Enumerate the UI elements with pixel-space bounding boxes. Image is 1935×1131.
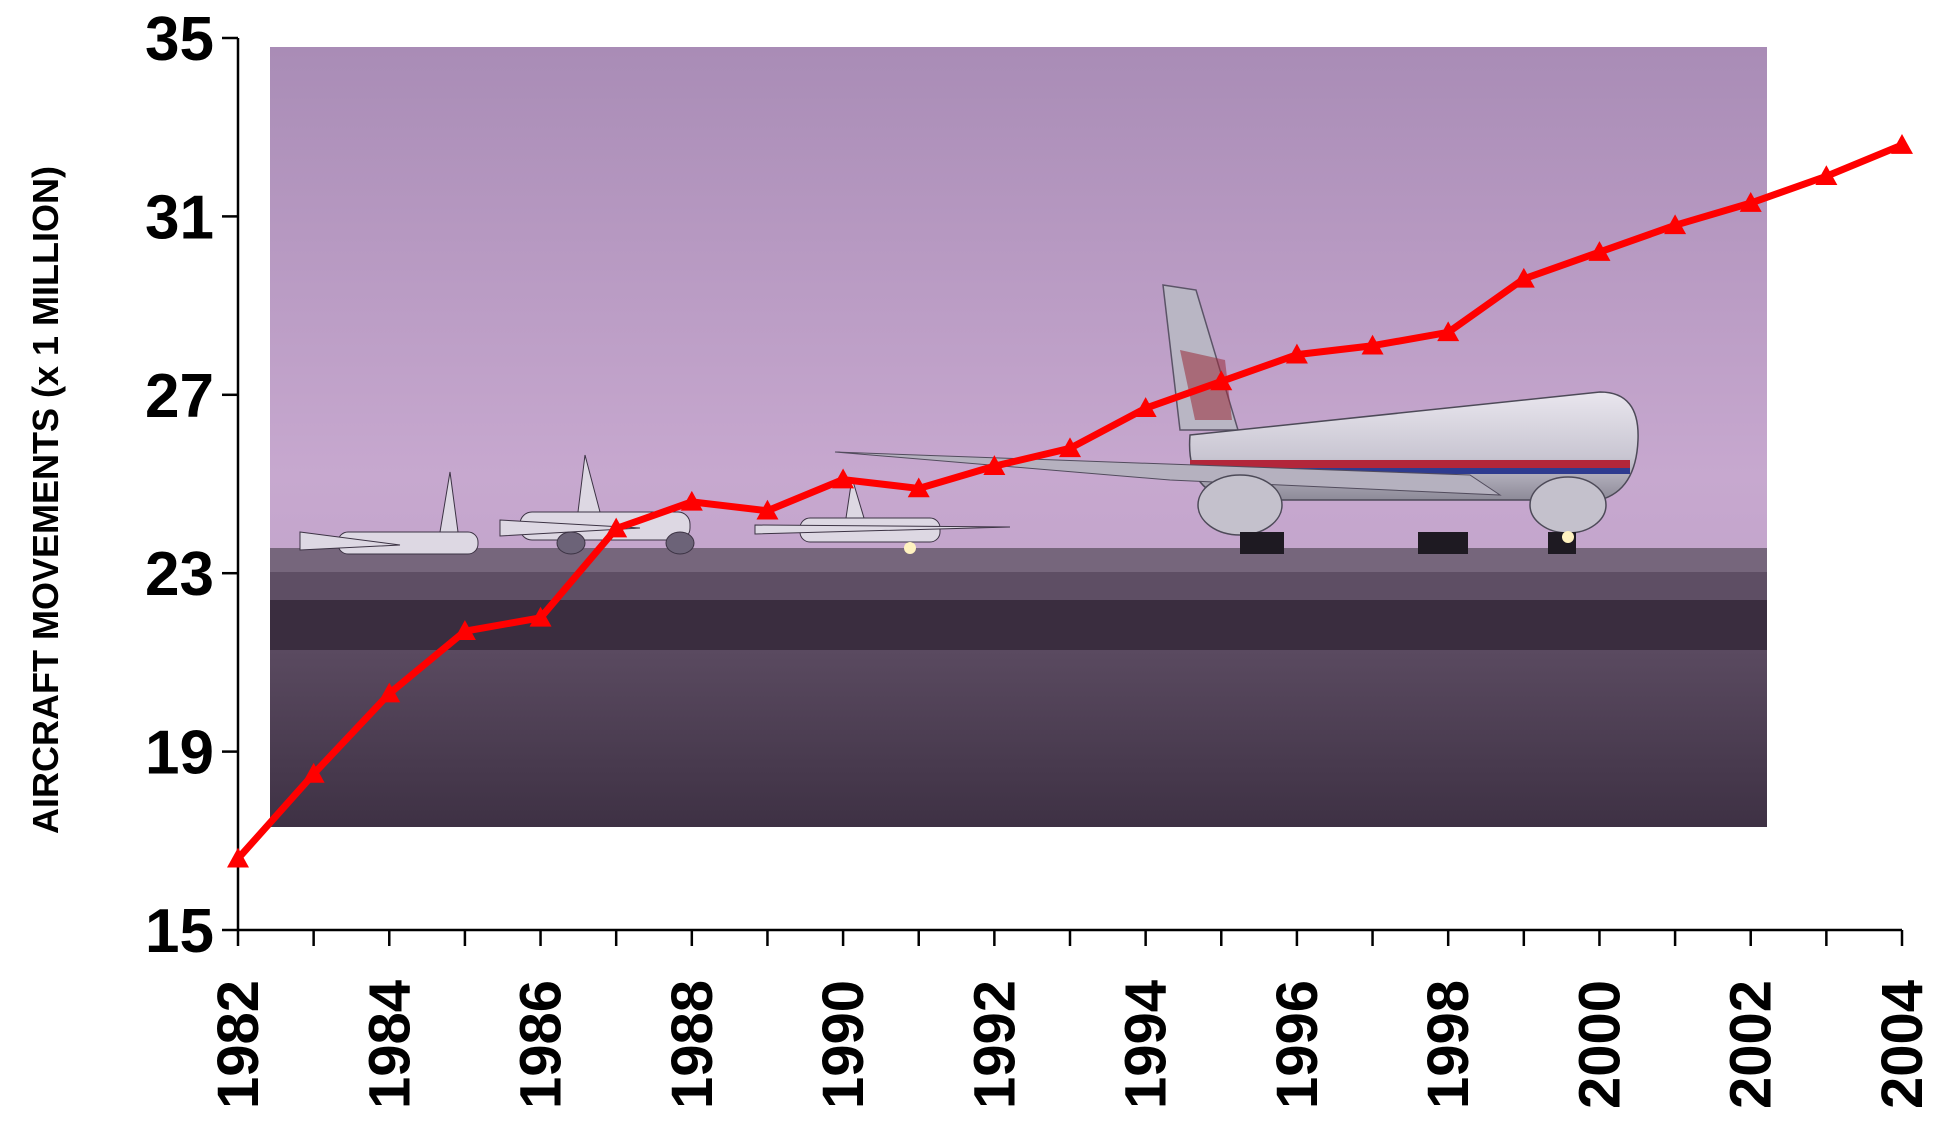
data-point-marker xyxy=(983,455,1006,475)
data-point-marker xyxy=(227,847,249,868)
x-tick-label: 1984 xyxy=(357,980,422,1109)
x-tick-label: 1988 xyxy=(660,980,725,1109)
x-tick-label: 1996 xyxy=(1265,980,1330,1109)
data-point-marker xyxy=(1361,334,1384,355)
y-tick-label: 31 xyxy=(145,183,214,252)
x-tick-label: 2000 xyxy=(1567,980,1632,1109)
data-point-marker xyxy=(1815,165,1838,186)
data-point-marker xyxy=(378,682,401,703)
data-point-marker xyxy=(756,499,779,520)
data-point-marker xyxy=(453,620,476,640)
data-point-marker xyxy=(1512,267,1535,288)
background-photo xyxy=(270,47,1767,827)
data-point-marker xyxy=(1285,343,1308,364)
y-tick-label: 35 xyxy=(145,5,214,74)
data-point-marker xyxy=(1134,397,1157,417)
data-point-marker xyxy=(832,468,855,489)
data-point-marker xyxy=(1588,241,1611,261)
x-tick-label: 1982 xyxy=(206,980,271,1109)
data-point-marker xyxy=(302,762,325,783)
data-point-marker xyxy=(680,490,703,511)
data-point-marker xyxy=(907,477,930,498)
data-point-marker xyxy=(1891,134,1913,154)
x-tick-label: 1994 xyxy=(1114,980,1179,1109)
data-point-marker xyxy=(529,606,552,627)
series-aircraft-movements xyxy=(227,134,1913,868)
data-point-marker xyxy=(1739,192,1762,212)
x-tick-label: 1990 xyxy=(811,980,876,1109)
y-axis-title: AIRCRAFT MOVEMENTS (x 1 MILLION) xyxy=(25,166,66,834)
x-tick-label: 1998 xyxy=(1416,980,1481,1109)
x-tick-label: 1992 xyxy=(962,980,1027,1109)
distant-airplane-icon xyxy=(499,454,695,555)
y-tick-label: 23 xyxy=(145,540,214,609)
x-tick-label: 2002 xyxy=(1719,980,1784,1109)
y-tick-label: 19 xyxy=(145,719,214,788)
y-tick-label: 27 xyxy=(145,362,214,431)
data-point-marker xyxy=(1059,437,1081,458)
distant-airplane-icon xyxy=(299,471,479,555)
data-point-marker xyxy=(1664,214,1687,235)
x-tick-label: 2004 xyxy=(1870,980,1935,1109)
x-tick-label: 1986 xyxy=(509,980,574,1109)
data-point-marker xyxy=(1210,370,1233,391)
data-point-marker xyxy=(605,517,628,538)
x-ticks: 1982 1984 1986 1988 1990 1992 1994 1996 1998 2000… xyxy=(206,930,1935,1109)
data-point-marker xyxy=(1437,321,1460,342)
y-tick-label: 15 xyxy=(145,897,214,966)
y-ticks: 15 19 23 27 31 35 xyxy=(145,5,238,966)
